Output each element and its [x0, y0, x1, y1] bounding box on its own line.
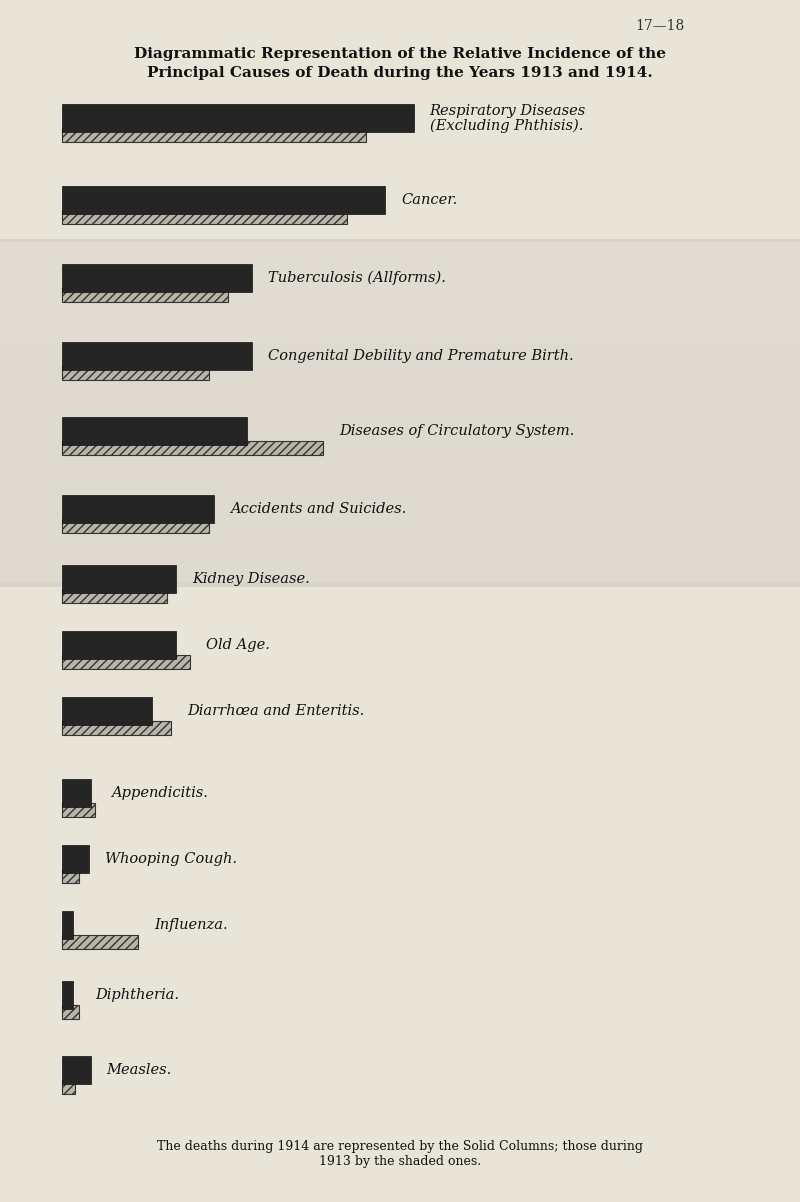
Bar — [62, 441, 323, 456]
Bar — [62, 264, 252, 292]
Text: Respiratory Diseases: Respiratory Diseases — [430, 105, 586, 118]
Bar — [62, 589, 166, 603]
Bar — [0, 343, 800, 582]
Text: Tuberculosis (Allforms).: Tuberculosis (Allforms). — [268, 270, 446, 285]
Text: Diagrammatic Representation of the Relative Incidence of the: Diagrammatic Representation of the Relat… — [134, 47, 666, 61]
Bar — [62, 565, 176, 593]
Text: Old Age.: Old Age. — [206, 638, 270, 651]
Bar — [62, 1081, 75, 1094]
Bar — [62, 697, 152, 725]
Bar — [62, 343, 252, 370]
Bar — [62, 935, 138, 950]
Bar — [62, 655, 190, 670]
Bar — [62, 105, 414, 132]
Text: Diphtheria.: Diphtheria. — [95, 988, 179, 1002]
Bar — [62, 911, 74, 939]
Text: The deaths during 1914 are represented by the Solid Columns; those during
1913 b: The deaths during 1914 are represented b… — [157, 1139, 643, 1168]
Text: Principal Causes of Death during the Years 1913 and 1914.: Principal Causes of Death during the Yea… — [147, 66, 653, 81]
Text: Kidney Disease.: Kidney Disease. — [192, 572, 310, 587]
Bar — [62, 186, 385, 214]
Text: Whooping Cough.: Whooping Cough. — [105, 852, 237, 865]
Text: Diseases of Circulatory System.: Diseases of Circulatory System. — [339, 424, 574, 438]
Bar — [62, 1005, 79, 1019]
Text: Influenza.: Influenza. — [154, 918, 228, 932]
Bar — [62, 519, 210, 532]
Bar — [62, 631, 176, 659]
Bar — [0, 239, 800, 246]
Bar — [62, 417, 247, 445]
Text: (Excluding Phthisis).: (Excluding Phthisis). — [430, 119, 583, 133]
Text: Accidents and Suicides.: Accidents and Suicides. — [230, 502, 406, 516]
Bar — [62, 127, 366, 142]
Bar — [0, 579, 800, 587]
Bar — [62, 495, 214, 523]
Bar — [62, 210, 347, 224]
Text: Measles.: Measles. — [106, 1063, 172, 1077]
Text: Diarrhœa and Enteritis.: Diarrhœa and Enteritis. — [187, 704, 365, 718]
Bar — [62, 981, 74, 1008]
Bar — [62, 365, 210, 380]
Text: Congenital Debility and Premature Birth.: Congenital Debility and Premature Birth. — [268, 349, 574, 363]
Bar — [0, 339, 800, 347]
Bar — [0, 242, 800, 343]
Bar — [62, 869, 79, 883]
Bar — [62, 288, 228, 302]
Bar — [62, 779, 90, 807]
Text: 17—18: 17—18 — [635, 19, 684, 32]
Bar — [62, 1057, 90, 1084]
Text: Appendicitis.: Appendicitis. — [111, 786, 208, 801]
Bar — [62, 721, 171, 734]
Text: Cancer.: Cancer. — [401, 194, 458, 207]
Bar — [62, 845, 89, 873]
Bar — [62, 803, 95, 817]
